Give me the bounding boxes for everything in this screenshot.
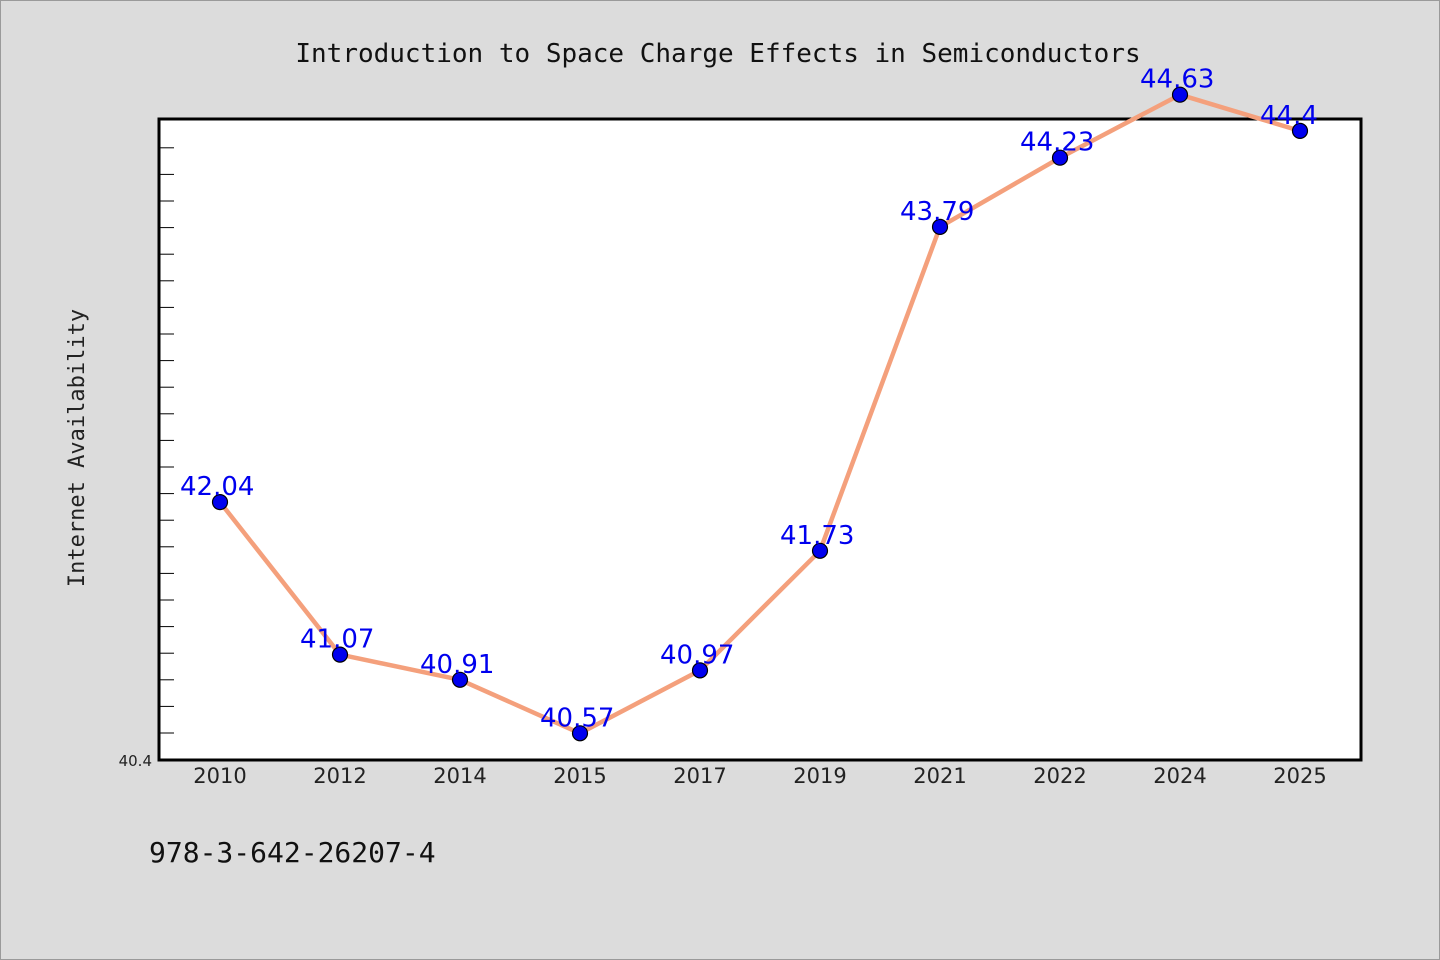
x-tick-label: 2024 xyxy=(1153,764,1206,788)
chart-title: Introduction to Space Charge Effects in … xyxy=(295,39,1140,69)
data-labels: 42.04 41.07 40.91 40.57 40.97 41.73 43.79 44.23… xyxy=(180,65,1318,734)
data-point xyxy=(211,494,229,511)
data-point xyxy=(811,542,829,559)
data-point xyxy=(571,725,589,742)
data-label: 40.91 xyxy=(420,650,494,680)
data-label: 41.07 xyxy=(300,625,374,655)
plot-area xyxy=(157,117,1363,762)
series-layer xyxy=(211,86,1309,742)
data-point xyxy=(1051,149,1069,166)
data-label: 41.73 xyxy=(780,521,854,551)
data-label: 44.4 xyxy=(1260,101,1318,131)
data-point xyxy=(1171,86,1189,103)
data-point xyxy=(331,646,349,663)
data-label: 40.97 xyxy=(660,640,734,670)
y-axis-label: Internet Availability xyxy=(65,309,90,587)
series-line xyxy=(217,92,1303,736)
data-label: 44.23 xyxy=(1020,128,1094,158)
x-tick-label: 2014 xyxy=(433,764,486,788)
x-tick-label: 2022 xyxy=(1033,764,1086,788)
x-tick-label: 2021 xyxy=(913,764,966,788)
x-tick-label: 2019 xyxy=(793,764,846,788)
data-point xyxy=(931,218,949,235)
data-point xyxy=(1291,122,1309,139)
y-minor-ticks xyxy=(160,147,174,734)
x-tick-label: 2010 xyxy=(193,764,246,788)
data-label: 44.63 xyxy=(1140,65,1214,95)
y-tick-label: 40.4 xyxy=(119,752,152,770)
x-tick-labels: 2010 2012 2014 2015 2017 2019 2021 2022 2024 2025 xyxy=(193,764,1326,788)
data-point xyxy=(691,662,709,679)
isbn-footer: 978-3-642-26207-4 xyxy=(149,836,436,869)
data-label: 43.79 xyxy=(900,197,974,227)
x-tick-label: 2017 xyxy=(673,764,726,788)
x-tick-label: 2012 xyxy=(313,764,366,788)
data-label: 42.04 xyxy=(180,472,254,502)
x-tick-label: 2025 xyxy=(1273,764,1326,788)
data-label: 40.57 xyxy=(540,703,614,733)
x-tick-label: 2015 xyxy=(553,764,606,788)
data-point xyxy=(451,671,469,688)
